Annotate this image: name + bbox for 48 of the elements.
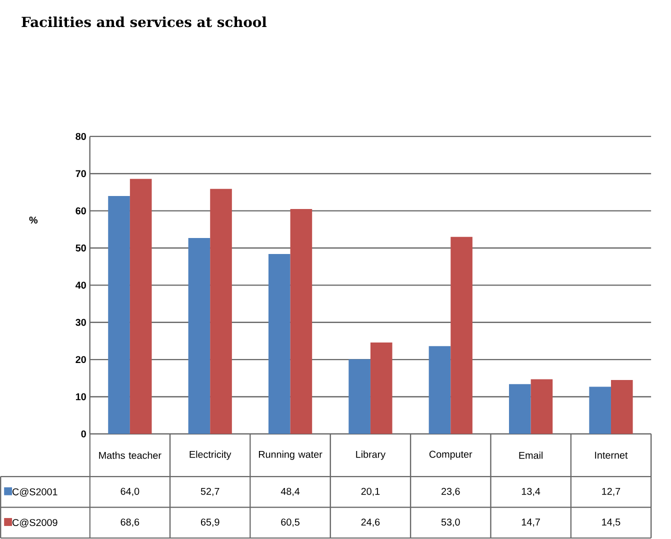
bar [610,380,633,434]
data-label: 13,4 [522,488,540,496]
legend-label: C@S2009 [12,518,58,528]
bar [130,179,152,434]
y-tick-label: 80 [76,133,86,140]
y-tick-label: 20 [76,356,86,364]
data-label: 65,9 [200,518,220,527]
x-tick-label: Electricity [190,450,232,460]
data-label: 20,1 [361,488,380,496]
y-tick-label: 10 [76,393,86,400]
bar [589,386,611,434]
bar [530,379,553,434]
y-tick-label: 60 [76,208,86,214]
bar [290,209,312,434]
y-tick-label: 50 [76,244,86,252]
data-label: 14,7 [522,518,540,527]
x-tick-label: Computer [429,450,472,460]
y-tick-label: 70 [76,170,86,178]
data-label: 24,6 [361,518,380,527]
bar [268,254,290,434]
data-label: 68,6 [120,518,140,527]
bar [428,346,451,434]
x-tick-label: Running water [258,450,322,460]
legend-label: C@S2001 [12,488,58,497]
x-tick-label: Library [356,450,386,460]
data-label: 23,6 [442,488,460,496]
x-tick-label: Email [519,452,542,460]
bar [348,359,370,434]
data-label: 60,5 [281,518,300,527]
y-tick-label: 30 [76,319,86,326]
data-label: 12,7 [602,488,620,496]
chart-title: Facilities and services at school [22,16,267,28]
data-label: 53,0 [441,518,460,527]
bar [370,342,392,434]
bar [188,238,210,434]
x-tick-label: Maths teacher [99,452,162,460]
bar [108,196,130,434]
y-tick-label: 0 [81,430,86,438]
bar [210,189,232,434]
data-label: 14,5 [602,518,620,527]
bar [508,384,531,434]
data-label: 52,7 [200,488,220,496]
x-tick-label: Internet [595,452,628,459]
data-label: 48,4 [280,488,300,496]
y-axis-title: % [29,216,38,224]
bar [450,237,472,434]
data-label: 64,0 [120,488,140,496]
y-tick-label: 40 [76,282,86,289]
